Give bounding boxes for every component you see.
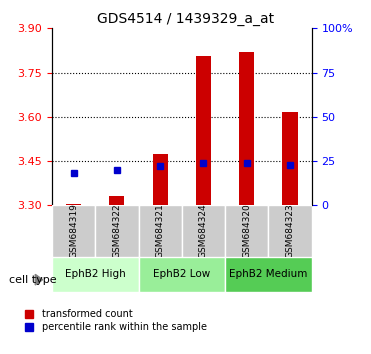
Bar	[282, 112, 298, 205]
Bar	[152, 154, 168, 205]
Bar	[138, 257, 225, 292]
Text: cell type: cell type	[9, 275, 57, 285]
Bar	[239, 52, 254, 205]
Text: EphB2 High: EphB2 High	[65, 269, 126, 279]
Text: GSM684320: GSM684320	[242, 204, 251, 258]
Text: GDS4514 / 1439329_a_at: GDS4514 / 1439329_a_at	[97, 12, 274, 27]
Text: EphB2 Low: EphB2 Low	[153, 269, 210, 279]
Text: GSM684322: GSM684322	[112, 204, 121, 258]
Bar	[196, 56, 211, 205]
Text: EphB2 Medium: EphB2 Medium	[229, 269, 308, 279]
Text: GSM684323: GSM684323	[286, 204, 295, 258]
Text: GSM684321: GSM684321	[156, 204, 165, 258]
Bar	[182, 205, 225, 257]
Bar	[268, 205, 312, 257]
Polygon shape	[35, 274, 43, 285]
Text: GSM684319: GSM684319	[69, 204, 78, 258]
Bar	[66, 204, 81, 205]
Bar	[52, 257, 138, 292]
Legend: transformed count, percentile rank within the sample: transformed count, percentile rank withi…	[20, 309, 207, 332]
Bar	[225, 205, 268, 257]
Bar	[95, 205, 138, 257]
Text: GSM684324: GSM684324	[199, 204, 208, 258]
Bar	[52, 205, 95, 257]
Bar	[109, 196, 124, 205]
Bar	[138, 205, 182, 257]
Bar	[225, 257, 312, 292]
